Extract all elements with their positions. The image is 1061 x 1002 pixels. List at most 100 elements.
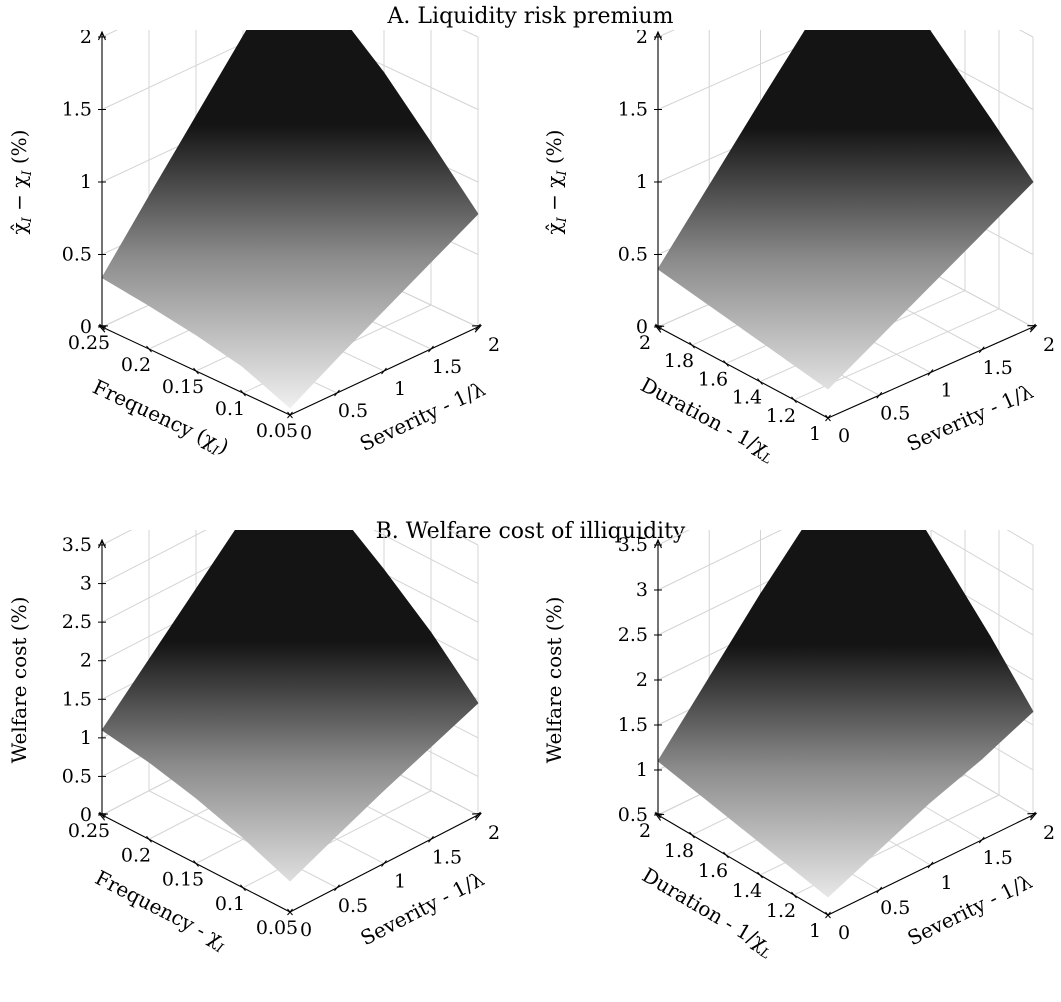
right-tick-label: 1 bbox=[940, 380, 952, 402]
z-tick-label: 0 bbox=[80, 316, 92, 338]
right-tick bbox=[1030, 811, 1036, 819]
left-tick bbox=[791, 396, 797, 404]
left-tick bbox=[193, 860, 199, 867]
left-tick bbox=[240, 389, 246, 397]
left-tick-label: 0.2 bbox=[121, 354, 151, 376]
left-axis bbox=[98, 325, 291, 416]
surface bbox=[101, 30, 479, 409]
right-tick-label: 1 bbox=[394, 378, 406, 400]
left-tick-label: 1.2 bbox=[766, 900, 796, 922]
chart-a-frequency: 00.511.520.250.20.150.10.05 00.511.52χ̂I … bbox=[7, 30, 500, 463]
z-tick-label: 3.5 bbox=[62, 534, 92, 556]
surface bbox=[101, 530, 479, 882]
left-tick-label: 1 bbox=[809, 423, 821, 445]
right-tick bbox=[428, 835, 434, 843]
z-tick-label: 1 bbox=[636, 759, 648, 781]
left-tick-label: 2 bbox=[639, 820, 651, 842]
ticks: 00.511.522.533.50.250.20.150.10.05 00.511… bbox=[62, 534, 500, 941]
left-tick-label: 0.1 bbox=[215, 398, 245, 420]
right-axis-title: Severity - 1/λ bbox=[903, 869, 1036, 950]
chart-b-duration: 0.511.522.533.521.81.61.41.21 00.511.52We… bbox=[542, 530, 1055, 963]
chart-b-frequency: 00.511.522.533.50.250.20.150.10.05 00.511… bbox=[7, 530, 500, 957]
z-tick-label: 1 bbox=[80, 727, 92, 749]
right-tick-label: 2 bbox=[488, 334, 500, 356]
left-tick-label: 0.05 bbox=[256, 420, 298, 442]
z-tick-label: 0.5 bbox=[618, 244, 648, 266]
right-axis-title: Severity - 1/λ bbox=[903, 379, 1037, 456]
left-tick-label: 1.4 bbox=[732, 387, 762, 409]
surface bbox=[657, 30, 1034, 390]
right-tick-label: 1.5 bbox=[432, 846, 462, 868]
z-axis-title: Welfare cost (%) bbox=[542, 597, 566, 764]
right-tick bbox=[381, 860, 387, 867]
left-tick-label: 0.15 bbox=[162, 376, 204, 398]
right-axis bbox=[289, 813, 482, 913]
right-tick bbox=[428, 345, 434, 353]
right-tick-label: 2 bbox=[1043, 822, 1055, 844]
axes bbox=[653, 538, 1038, 916]
grid-line bbox=[101, 30, 479, 110]
left-axis-title: Frequency (χI) bbox=[87, 375, 232, 463]
right-tick-label: 0 bbox=[838, 922, 850, 944]
right-tick-label: 0.5 bbox=[880, 897, 910, 919]
left-tick-label: 1.8 bbox=[664, 350, 694, 372]
left-tick-label: 0.2 bbox=[121, 844, 151, 866]
right-tick bbox=[876, 391, 883, 399]
grid-line bbox=[657, 30, 1034, 110]
right-tick bbox=[287, 411, 293, 419]
z-tick-label: 1.5 bbox=[62, 688, 92, 710]
left-axis bbox=[655, 325, 829, 419]
left-tick-label: 1 bbox=[809, 920, 821, 942]
z-tick-label: 2 bbox=[636, 669, 648, 691]
axis-arrow bbox=[654, 324, 665, 333]
right-tick bbox=[334, 389, 340, 397]
right-tick-label: 0.5 bbox=[338, 400, 368, 422]
grid-line bbox=[101, 530, 479, 623]
axis-arrow bbox=[97, 812, 108, 821]
right-tick-label: 0 bbox=[838, 425, 850, 447]
left-tick bbox=[99, 323, 105, 331]
z-tick-label: 1.5 bbox=[618, 714, 648, 736]
z-tick-label: 3.5 bbox=[618, 534, 648, 556]
left-tick-label: 1.6 bbox=[698, 368, 728, 390]
surface bbox=[657, 530, 1034, 898]
z-tick-label: 1 bbox=[80, 171, 92, 193]
z-tick-label: 2 bbox=[80, 30, 92, 48]
right-tick-label: 1.5 bbox=[983, 357, 1013, 379]
axes bbox=[97, 538, 483, 913]
right-tick-label: 0.5 bbox=[880, 402, 910, 424]
z-tick-label: 2.5 bbox=[618, 624, 648, 646]
surface-patch bbox=[242, 785, 338, 882]
left-tick bbox=[689, 831, 695, 839]
right-tick bbox=[825, 414, 831, 422]
right-tick bbox=[1030, 323, 1036, 331]
right-tick bbox=[475, 811, 481, 819]
right-tick-label: 1.5 bbox=[983, 847, 1013, 869]
left-tick-label: 2 bbox=[639, 332, 651, 354]
right-tick bbox=[978, 346, 985, 354]
z-axis-title: Welfare cost (%) bbox=[7, 597, 31, 764]
right-axis bbox=[827, 813, 1037, 916]
left-tick bbox=[723, 851, 729, 859]
right-axis-title: Severity - 1/λ bbox=[356, 867, 488, 951]
surface-patch bbox=[784, 298, 880, 390]
grid-line bbox=[148, 790, 338, 889]
left-tick bbox=[757, 378, 763, 385]
right-axis-title: Severity - 1/λ bbox=[356, 377, 489, 456]
axis-arrow bbox=[1027, 812, 1038, 821]
left-tick-label: 1.6 bbox=[698, 860, 728, 882]
right-tick bbox=[381, 367, 387, 375]
left-tick bbox=[757, 871, 763, 879]
z-tick-label: 2.5 bbox=[62, 611, 92, 633]
right-tick-label: 0 bbox=[300, 422, 312, 444]
left-tick-label: 0.1 bbox=[215, 893, 245, 915]
surface-patch bbox=[242, 309, 338, 409]
z-tick-label: 3 bbox=[636, 579, 648, 601]
left-tick-label: 0.15 bbox=[162, 869, 204, 891]
ticks: 00.511.520.250.20.150.10.05 00.511.52 bbox=[62, 30, 500, 444]
left-tick-label: 0.25 bbox=[68, 820, 110, 842]
z-tick-label: 0 bbox=[80, 804, 92, 826]
right-tick bbox=[334, 884, 340, 892]
